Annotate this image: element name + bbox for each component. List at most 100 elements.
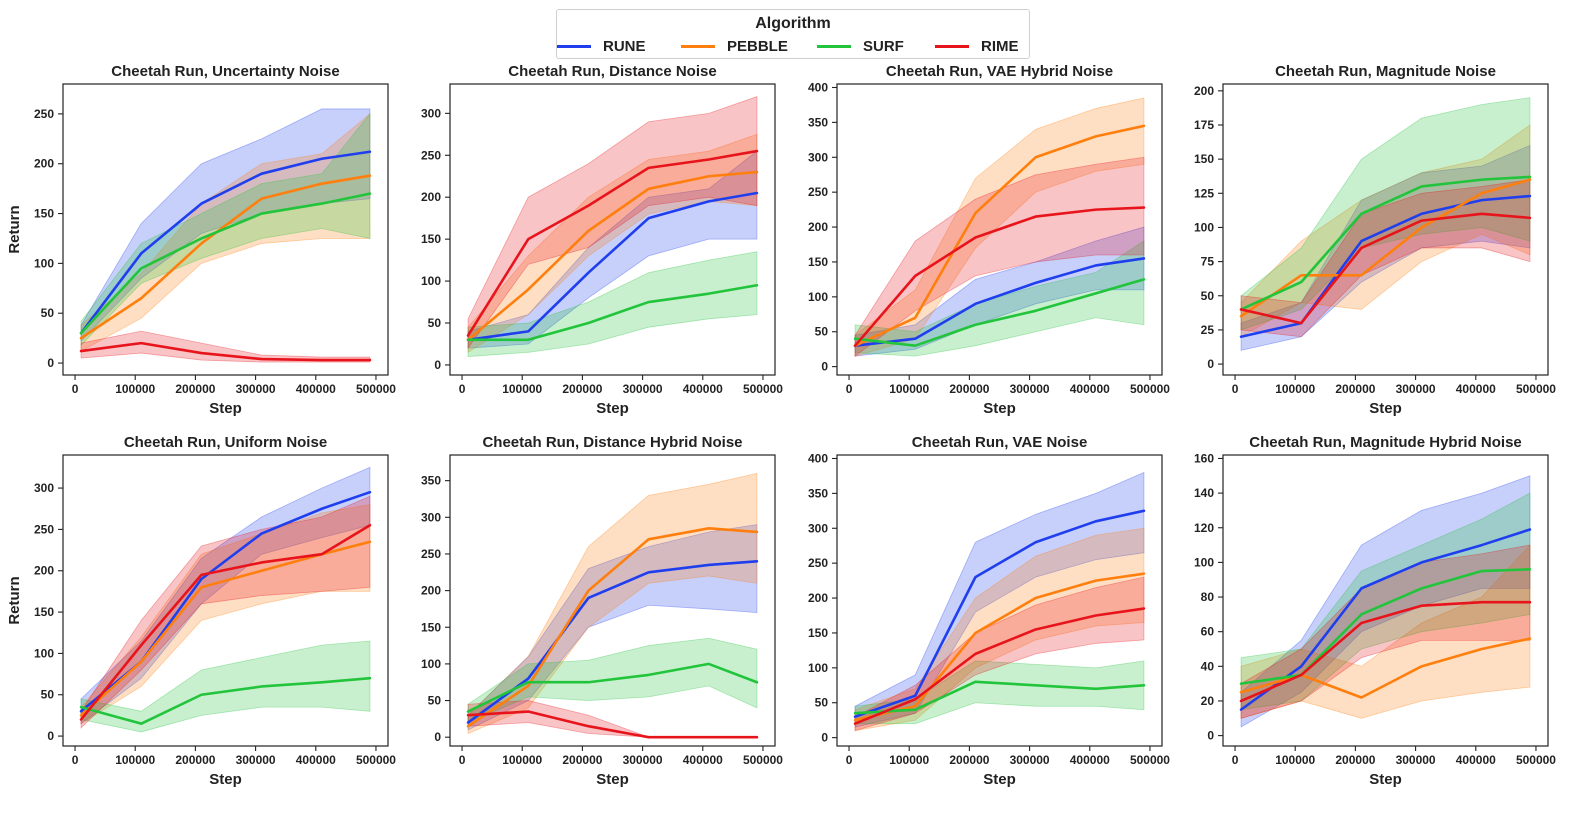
legend-item-rime: RIME [935, 38, 1019, 55]
x-tick-label: 400000 [1456, 753, 1496, 767]
line-rune [853, 509, 1146, 718]
y-tick-label: 160 [1194, 451, 1214, 465]
line-surf [1239, 568, 1532, 685]
y-tick-label: 300 [421, 510, 441, 524]
x-tick-label: 200000 [949, 382, 989, 396]
band-pebble [80, 504, 371, 725]
line-rune [1239, 194, 1532, 339]
x-tick-label: 400000 [683, 753, 723, 767]
line-rime [466, 710, 759, 739]
y-tick-label: 100 [34, 256, 54, 270]
y-tick-label: 400 [808, 80, 828, 94]
chart-panel-5: Cheetah Run, Uniform Noise 0 100000 200000 3… [6, 434, 396, 788]
plot-frame [62, 454, 389, 747]
line-rune [79, 150, 372, 335]
plot-frame [1222, 454, 1549, 747]
line-surf [466, 662, 759, 713]
band-pebble [854, 527, 1145, 732]
y-tick-label: 150 [808, 255, 828, 269]
plot-area [466, 96, 759, 357]
y-tick-label: 300 [808, 521, 828, 535]
x-tick-label: 100000 [502, 753, 542, 767]
legend-label-pebble: PEBBLE [727, 38, 788, 55]
y-tick-label: 300 [808, 150, 828, 164]
y-tick-label: 300 [34, 481, 54, 495]
x-tick-label: 400000 [683, 382, 723, 396]
y-tick-label: 60 [1201, 625, 1215, 639]
line-rune [853, 257, 1146, 347]
legend-label-surf: SURF [863, 38, 904, 55]
y-tick-label: 200 [34, 564, 54, 578]
y-tick-label: 250 [34, 522, 54, 536]
line-rime [1239, 600, 1532, 703]
line-rune [1239, 528, 1532, 711]
chart-panel-6: Cheetah Run, Distance Hybrid Noise 0 10000… [421, 434, 783, 788]
legend-item-surf: SURF [817, 38, 904, 55]
y-tick-label: 120 [1194, 521, 1214, 535]
x-tick-label: 300000 [236, 753, 276, 767]
band-rune [854, 226, 1145, 357]
y-tick-label: 250 [808, 185, 828, 199]
chart-title: Cheetah Run, VAE Hybrid Noise [886, 63, 1113, 80]
x-tick-label: 0 [459, 753, 466, 767]
x-tick-label: 300000 [623, 753, 663, 767]
y-tick-label: 150 [421, 620, 441, 634]
y-tick-label: 50 [1201, 289, 1215, 303]
x-tick-label: 400000 [296, 753, 336, 767]
y-tick-label: 250 [421, 148, 441, 162]
x-tick-label: 200000 [949, 753, 989, 767]
line-pebble [466, 526, 759, 728]
x-tick-label: 100000 [1275, 753, 1315, 767]
x-tick-label: 400000 [296, 382, 336, 396]
band-pebble [467, 133, 758, 354]
x-tick-label: 300000 [1010, 382, 1050, 396]
y-tick-label: 50 [428, 316, 442, 330]
line-pebble [853, 572, 1146, 722]
y-tick-label: 200 [421, 190, 441, 204]
y-tick-label: 250 [421, 547, 441, 561]
legend-swatch-surf [817, 45, 851, 48]
y-tick-label: 0 [821, 731, 828, 745]
y-tick-label: 50 [815, 696, 829, 710]
x-axis-label: Step [1369, 400, 1402, 417]
y-axis-label: Return [6, 576, 23, 624]
band-surf [1240, 492, 1531, 711]
y-tick-label: 100 [421, 274, 441, 288]
y-tick-label: 200 [1194, 84, 1214, 98]
y-tick-label: 175 [1194, 118, 1214, 132]
x-tick-label: 500000 [356, 753, 396, 767]
plot-area [853, 97, 1146, 357]
band-rune [467, 524, 758, 731]
x-axis-label: Step [983, 771, 1016, 788]
y-axis-label: Return [6, 205, 23, 253]
line-rime [853, 607, 1146, 725]
x-tick-label: 300000 [623, 382, 663, 396]
y-tick-label: 125 [1194, 186, 1214, 200]
band-rime [80, 495, 371, 729]
x-tick-label: 300000 [1396, 753, 1436, 767]
legend-item-pebble: PEBBLE [681, 38, 788, 55]
plot-area [79, 108, 372, 363]
y-tick-label: 250 [34, 107, 54, 121]
line-rime [1239, 212, 1532, 325]
x-tick-label: 500000 [1130, 382, 1170, 396]
y-tick-label: 200 [421, 584, 441, 598]
x-tick-label: 300000 [1010, 753, 1050, 767]
line-pebble [1239, 178, 1532, 318]
x-tick-label: 0 [1232, 382, 1239, 396]
y-tick-label: 150 [34, 605, 54, 619]
y-tick-label: 0 [434, 730, 441, 744]
line-pebble [853, 124, 1146, 347]
x-tick-label: 500000 [356, 382, 396, 396]
x-tick-label: 500000 [1130, 753, 1170, 767]
band-rime [80, 330, 371, 363]
chart-title: Cheetah Run, Magnitude Hybrid Noise [1249, 434, 1522, 451]
x-tick-label: 100000 [115, 753, 155, 767]
chart-panel-1: Cheetah Run, Uncertainty Noise 0 100000 200… [6, 63, 396, 417]
band-surf [467, 251, 758, 357]
x-tick-label: 500000 [1516, 753, 1556, 767]
x-tick-label: 100000 [889, 382, 929, 396]
line-rime [79, 523, 372, 721]
